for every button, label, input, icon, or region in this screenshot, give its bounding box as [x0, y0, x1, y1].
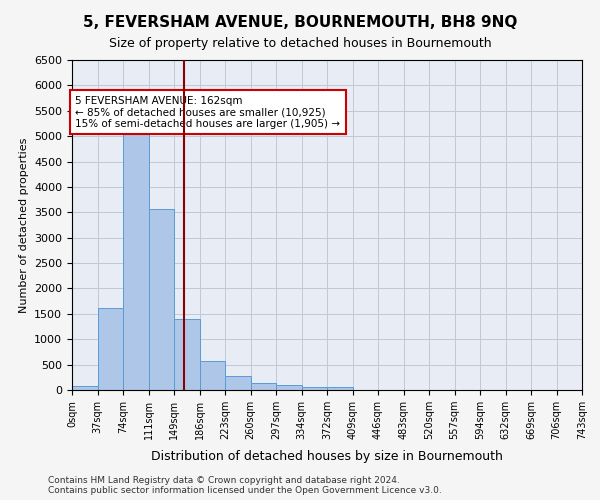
Bar — [276, 386, 302, 390]
Bar — [174, 319, 199, 390]
Text: Contains HM Land Registry data © Crown copyright and database right 2024.: Contains HM Land Registry data © Crown c… — [48, 476, 400, 485]
Text: Contains public sector information licensed under the Open Government Licence v3: Contains public sector information licen… — [48, 486, 442, 495]
Text: 5, FEVERSHAM AVENUE, BOURNEMOUTH, BH8 9NQ: 5, FEVERSHAM AVENUE, BOURNEMOUTH, BH8 9N… — [83, 15, 517, 30]
Bar — [123, 132, 149, 390]
Bar — [72, 386, 97, 390]
Bar — [149, 208, 174, 390]
Bar — [199, 361, 225, 390]
Bar — [327, 387, 353, 390]
Text: Size of property relative to detached houses in Bournemouth: Size of property relative to detached ho… — [109, 38, 491, 51]
Y-axis label: Number of detached properties: Number of detached properties — [19, 138, 29, 312]
Bar — [225, 376, 251, 390]
Bar — [251, 383, 276, 390]
Bar — [302, 386, 327, 390]
Bar — [97, 308, 123, 390]
Text: 5 FEVERSHAM AVENUE: 162sqm
← 85% of detached houses are smaller (10,925)
15% of : 5 FEVERSHAM AVENUE: 162sqm ← 85% of deta… — [76, 96, 340, 128]
X-axis label: Distribution of detached houses by size in Bournemouth: Distribution of detached houses by size … — [151, 450, 503, 464]
